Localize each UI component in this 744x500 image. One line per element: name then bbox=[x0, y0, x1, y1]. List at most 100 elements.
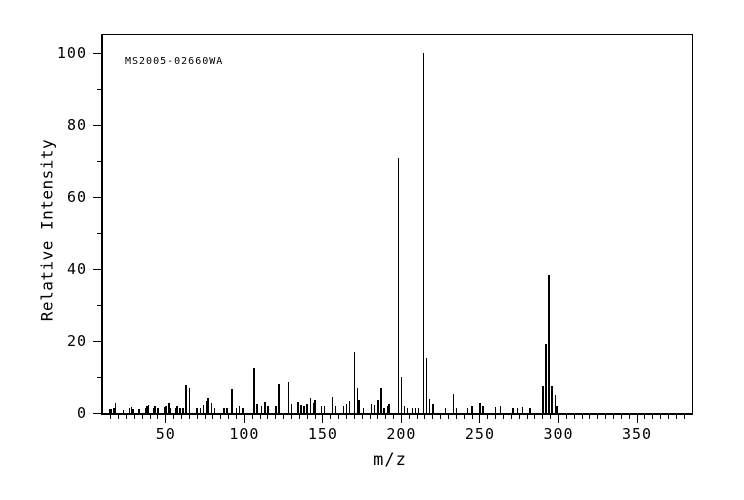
peak-bar bbox=[152, 407, 154, 413]
x-minor-tick bbox=[589, 415, 591, 419]
x-minor-tick bbox=[597, 415, 599, 419]
peak-bar bbox=[314, 400, 316, 413]
peak-bar bbox=[226, 407, 228, 413]
peak-bar bbox=[130, 407, 133, 413]
peak-bar bbox=[235, 407, 238, 413]
x-minor-tick bbox=[338, 415, 340, 419]
peak-bar bbox=[455, 407, 458, 413]
peak-bar bbox=[253, 367, 255, 413]
peak-bar bbox=[185, 384, 187, 413]
y-tick-label: 20 bbox=[66, 332, 87, 350]
x-minor-tick bbox=[495, 415, 497, 419]
peak-bar bbox=[403, 405, 406, 413]
plot-top-border bbox=[101, 34, 693, 35]
x-tick-label: 300 bbox=[543, 425, 574, 443]
peak-bar bbox=[278, 384, 280, 413]
peak-bar bbox=[147, 405, 150, 413]
x-minor-tick bbox=[126, 415, 128, 419]
peak-bar bbox=[144, 407, 147, 413]
peak-bar bbox=[529, 407, 531, 413]
x-minor-tick bbox=[534, 415, 536, 419]
peak-bar bbox=[138, 409, 140, 413]
peak-bar bbox=[300, 405, 302, 413]
peak-bar bbox=[428, 398, 431, 413]
peak-bar bbox=[414, 407, 417, 413]
peak-bar bbox=[110, 409, 112, 413]
peak-bar bbox=[356, 388, 359, 413]
x-minor-tick bbox=[133, 415, 135, 419]
x-major-tick bbox=[400, 415, 402, 423]
peak-bar bbox=[556, 405, 558, 413]
y-major-tick bbox=[93, 124, 101, 126]
x-minor-tick bbox=[503, 415, 505, 419]
peak-bar bbox=[342, 406, 345, 413]
peak-bar bbox=[238, 405, 241, 413]
x-minor-tick bbox=[628, 415, 630, 419]
peak-bar bbox=[471, 405, 473, 413]
peak-bar bbox=[306, 404, 308, 413]
peak-bar bbox=[548, 275, 550, 413]
x-minor-tick bbox=[173, 415, 175, 419]
x-minor-tick bbox=[471, 415, 473, 419]
x-minor-tick bbox=[408, 415, 410, 419]
y-major-tick bbox=[93, 52, 101, 54]
peak-bar bbox=[303, 405, 305, 413]
y-minor-tick bbox=[97, 304, 101, 306]
x-minor-tick bbox=[118, 415, 120, 419]
x-minor-tick bbox=[487, 415, 489, 419]
peak-bar bbox=[176, 406, 178, 413]
x-minor-tick bbox=[432, 415, 434, 419]
peak-bar bbox=[380, 388, 382, 413]
y-major-tick bbox=[93, 268, 101, 270]
peak-bar bbox=[213, 407, 216, 413]
x-minor-tick bbox=[581, 415, 583, 419]
peak-bar bbox=[373, 405, 376, 413]
y-axis-title: Relative Intensity bbox=[37, 138, 57, 322]
x-minor-tick bbox=[683, 415, 685, 419]
peak-bar bbox=[309, 397, 312, 413]
y-major-tick bbox=[93, 340, 101, 342]
x-tick-label: 150 bbox=[307, 425, 338, 443]
peak-bar bbox=[334, 405, 337, 413]
x-minor-tick bbox=[236, 415, 237, 419]
peak-bar bbox=[202, 405, 205, 413]
peak-bar bbox=[516, 407, 519, 413]
y-tick-label: 80 bbox=[66, 116, 87, 134]
peak-bar bbox=[122, 410, 125, 413]
x-minor-tick bbox=[542, 415, 544, 419]
peak-bar bbox=[417, 407, 420, 413]
x-minor-tick bbox=[565, 415, 567, 419]
x-minor-tick bbox=[440, 415, 442, 419]
peak-bar bbox=[383, 407, 385, 413]
x-minor-tick bbox=[275, 415, 277, 419]
peak-bar bbox=[386, 405, 389, 413]
x-minor-tick bbox=[188, 415, 190, 419]
x-minor-tick bbox=[518, 415, 520, 419]
peak-bar bbox=[362, 407, 365, 413]
peak-bar bbox=[205, 401, 208, 413]
x-major-tick bbox=[557, 415, 559, 423]
x-minor-tick bbox=[228, 415, 230, 419]
x-minor-tick bbox=[290, 415, 292, 419]
x-minor-tick bbox=[573, 415, 575, 419]
x-major-tick bbox=[636, 415, 638, 423]
peak-bar bbox=[163, 407, 165, 413]
peak-bar bbox=[406, 407, 409, 413]
peak-bar bbox=[168, 402, 170, 413]
x-minor-tick bbox=[526, 415, 528, 419]
peak-bar bbox=[545, 343, 547, 413]
peak-bar bbox=[397, 158, 400, 413]
peak-bar bbox=[521, 406, 524, 413]
peak-bar bbox=[290, 404, 293, 413]
peak-bar bbox=[353, 352, 356, 413]
peak-bar bbox=[542, 386, 544, 413]
peak-bar bbox=[196, 408, 198, 413]
x-minor-tick bbox=[369, 415, 371, 419]
peak-bar bbox=[422, 53, 425, 413]
peak-bar bbox=[348, 401, 351, 413]
x-minor-tick bbox=[424, 415, 426, 419]
peak-bar bbox=[512, 407, 514, 413]
x-minor-tick bbox=[251, 415, 253, 419]
x-tick-label: 200 bbox=[386, 425, 417, 443]
peak-bar bbox=[494, 406, 497, 413]
